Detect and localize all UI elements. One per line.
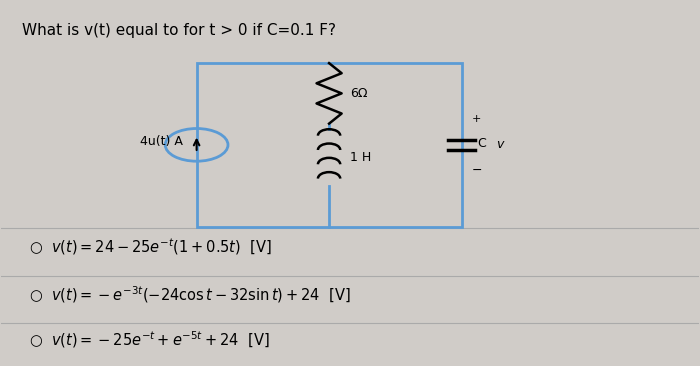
Text: 1 H: 1 H xyxy=(350,151,371,164)
Text: −: − xyxy=(472,164,482,177)
Text: $\bigcirc$  $v(t) = -e^{-3t}(-24\cos t - 32\sin t) + 24\ \ [\mathrm{V}]$: $\bigcirc$ $v(t) = -e^{-3t}(-24\cos t - … xyxy=(29,284,351,305)
Text: $\bigcirc$  $v(t) = 24 - 25e^{-t}(1 + 0.5t)\ \ [\mathrm{V}]$: $\bigcirc$ $v(t) = 24 - 25e^{-t}(1 + 0.5… xyxy=(29,237,272,257)
Text: What is v(t) equal to for t > 0 if C=0.1 F?: What is v(t) equal to for t > 0 if C=0.1… xyxy=(22,23,336,38)
Text: 6Ω: 6Ω xyxy=(350,87,368,100)
Text: 4u(t) A: 4u(t) A xyxy=(140,135,183,148)
Text: C: C xyxy=(477,137,486,150)
Text: v: v xyxy=(496,138,504,152)
Text: $\bigcirc$  $v(t) = -25e^{-t} + e^{-5t} + 24\ \ [\mathrm{V}]$: $\bigcirc$ $v(t) = -25e^{-t} + e^{-5t} +… xyxy=(29,329,270,350)
Text: +: + xyxy=(473,115,482,124)
